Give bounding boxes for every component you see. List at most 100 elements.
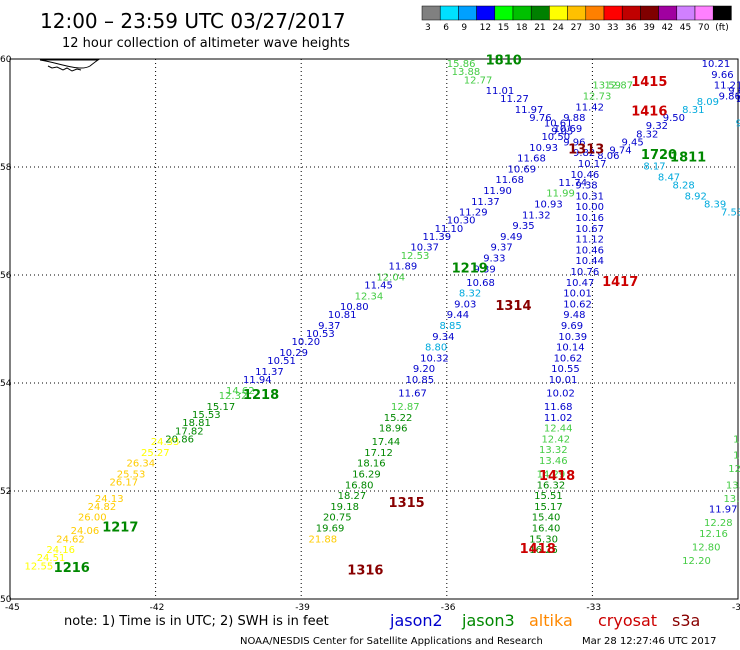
- wave-height-value: 9.45: [622, 137, 644, 148]
- wave-height-value: 8.80: [425, 343, 447, 354]
- pass-label: 1811: [670, 151, 706, 166]
- wave-height-value: 10.85: [406, 375, 435, 386]
- pass-label: 1720: [641, 148, 677, 163]
- colorbar-swatch: [476, 5, 496, 21]
- wave-height-value: 8.39: [704, 200, 726, 211]
- footer-note: note: 1) Time is in UTC; 2) SWH is in fe…: [64, 614, 329, 629]
- wave-height-value: 17.82: [175, 426, 204, 437]
- wave-height-value: 8.31: [682, 105, 704, 116]
- plot-area: -45 -42 -39 -36 -33 -30 50 52 54 56 58 60 12.5524.5…: [0, 53, 740, 613]
- wave-height-value: 26.17: [109, 478, 138, 489]
- legend-item-jason3: jason3: [461, 611, 515, 630]
- wave-height-value: 11.97: [515, 105, 544, 116]
- wave-height-value: 18.27: [338, 491, 367, 502]
- wave-height-value: 10.46: [575, 245, 604, 256]
- wave-height-value: 9.74: [609, 146, 631, 157]
- wave-height-value: 12.: [733, 451, 740, 462]
- y-tick-label: 60: [0, 55, 12, 65]
- wave-height-value: 9.48: [563, 310, 585, 321]
- wave-height-value: 9.66: [711, 70, 733, 81]
- legend-item-jason2: jason2: [389, 611, 443, 630]
- wave-height-value: 26.00: [78, 513, 107, 524]
- wave-height-value: 10.62: [554, 353, 583, 364]
- footer-timestamp: Mar 28 12:27:46 UTC 2017: [582, 636, 717, 647]
- wave-height-value: 16.25: [529, 545, 558, 556]
- wave-height-value: 10.62: [563, 299, 592, 310]
- colorbar-label: 33: [607, 23, 618, 33]
- colorbar-swatch: [530, 5, 550, 21]
- colorbar-label: 42: [662, 23, 673, 33]
- wave-height-value: 24.13: [95, 494, 124, 505]
- wave-height-value: 10.31: [575, 191, 604, 202]
- colorbar-swatch: [603, 5, 623, 21]
- pass-label: 1217: [102, 521, 138, 536]
- wave-height-value: 12.53: [401, 251, 430, 262]
- wave-height-value: 9.32: [646, 121, 668, 132]
- wave-height-value: 10.69: [507, 164, 536, 175]
- wave-height-value: 12.04: [376, 272, 405, 283]
- wave-height-value: 10.81: [328, 310, 357, 321]
- colorbar-label: 27: [571, 23, 582, 33]
- coastline: [47, 65, 82, 72]
- wave-height-value: 16.40: [532, 524, 561, 535]
- wave-height-value: 10.46: [571, 170, 600, 181]
- wave-height-value: 25.27: [141, 448, 170, 459]
- wave-height-value: 9.86: [719, 92, 740, 103]
- colorbar-label: (ft): [715, 23, 729, 33]
- wave-height-value: 15.53: [192, 410, 221, 421]
- wave-height-value: 11.42: [575, 102, 604, 113]
- wave-height-value: 13.59: [592, 81, 621, 92]
- wave-height-value: 11.90: [483, 186, 512, 197]
- colorbar-label: 24: [552, 23, 564, 33]
- wave-height-value: 16.29: [352, 470, 381, 481]
- colorbar-swatch: [494, 5, 514, 21]
- pass-label: 1416: [631, 105, 667, 120]
- wave-height-value: 13.88: [452, 67, 481, 78]
- wave-height-value: 10.93: [534, 200, 563, 211]
- chart-title: 12:00 – 23:59 UTC 03/27/2017: [40, 9, 346, 33]
- wave-height-value: 15.51: [534, 491, 563, 502]
- x-tick-label: -45: [5, 603, 20, 613]
- wave-height-value: 10.16: [575, 213, 604, 224]
- wave-height-value: 10.1: [736, 94, 740, 105]
- wave-height-value: 9.38: [575, 181, 597, 192]
- wave-height-value: 13.32: [539, 445, 568, 456]
- wave-height-value: 9.03: [454, 299, 476, 310]
- wave-height-value: 15.22: [384, 413, 413, 424]
- pass-label: 1218: [243, 388, 279, 403]
- wave-height-value: 10.00: [575, 202, 604, 213]
- y-tick-label: 50: [0, 595, 12, 605]
- wave-height-value: 10.53: [306, 329, 335, 340]
- wave-height-value: 10.69: [554, 124, 583, 135]
- wave-height-value: 8.47: [658, 173, 680, 184]
- wave-height-value: 7.53: [721, 208, 740, 219]
- wave-height-value: 11.39: [423, 232, 452, 243]
- wave-height-value: 9.1: [736, 119, 740, 130]
- wave-height-value: 24.16: [46, 545, 75, 556]
- colorbar-swatch: [585, 5, 605, 21]
- wave-height-value: 12.55: [25, 561, 54, 572]
- wave-height-value: 12.87: [605, 81, 634, 92]
- wave-height-value: 10.21: [702, 59, 731, 70]
- wave-height-value: 9.39: [473, 264, 495, 275]
- colorbar-label: 39: [643, 23, 655, 33]
- wave-height-value: 11.67: [398, 389, 427, 400]
- wave-height-value: 11.37: [471, 197, 500, 208]
- wave-height-value: 10.47: [566, 278, 595, 289]
- wave-height-value: 24.82: [88, 502, 117, 513]
- colorbar-swatch: [640, 5, 659, 21]
- wave-height-value: 24.33: [151, 437, 180, 448]
- wave-height-value: 8.32: [459, 289, 481, 300]
- colorbar-swatch: [712, 5, 732, 21]
- wave-height-value: 10.39: [558, 332, 587, 343]
- wave-height-value: 12.77: [464, 75, 493, 86]
- wave-height-value: 11.97: [709, 505, 738, 516]
- wave-height-value: 19.18: [330, 502, 359, 513]
- pass-label: 1418: [520, 542, 556, 557]
- wave-height-value: 12.: [733, 434, 740, 445]
- wave-height-value: 11.32: [522, 210, 551, 221]
- wave-height-value: 10.80: [340, 302, 369, 313]
- wave-height-value: 15.17: [534, 502, 563, 513]
- colorbar-swatch: [439, 5, 459, 21]
- wave-height-value: 10.61: [544, 119, 573, 130]
